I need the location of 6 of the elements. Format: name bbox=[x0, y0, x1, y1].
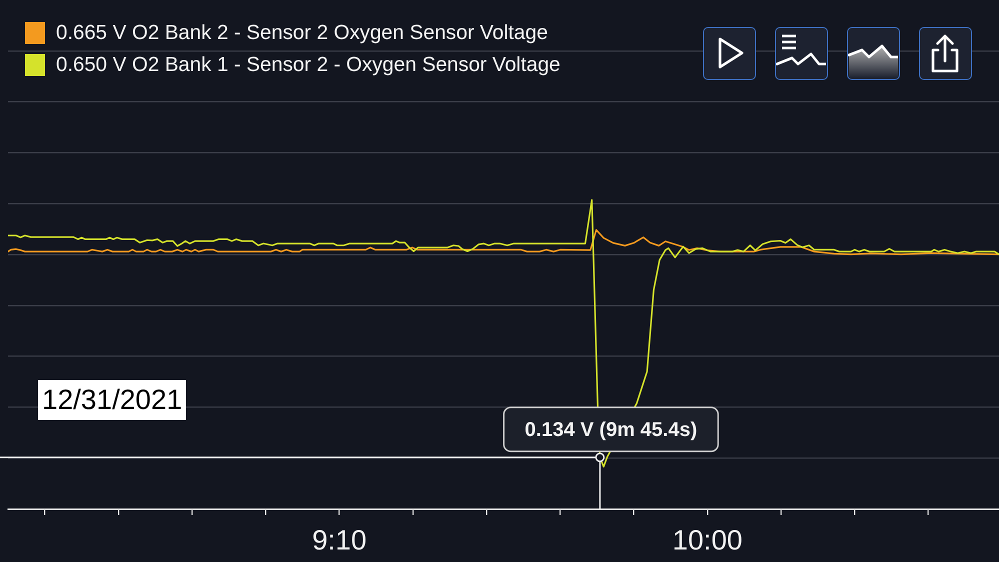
x-tick-label: 10:00 bbox=[672, 524, 742, 556]
annotation: 0.134 V (9m 45.4s) bbox=[524, 418, 698, 441]
annotation: 12/31/2021 bbox=[38, 380, 186, 420]
legend-label: 0.665 V O2 Bank 2 - Sensor 2 Oxygen Sensor Voltage bbox=[56, 21, 548, 46]
legend-label: 0.650 V O2 Bank 1 - Sensor 2 - Oxygen Sensor Voltage bbox=[56, 53, 560, 78]
x-tick-label: 9:10 bbox=[312, 524, 367, 556]
